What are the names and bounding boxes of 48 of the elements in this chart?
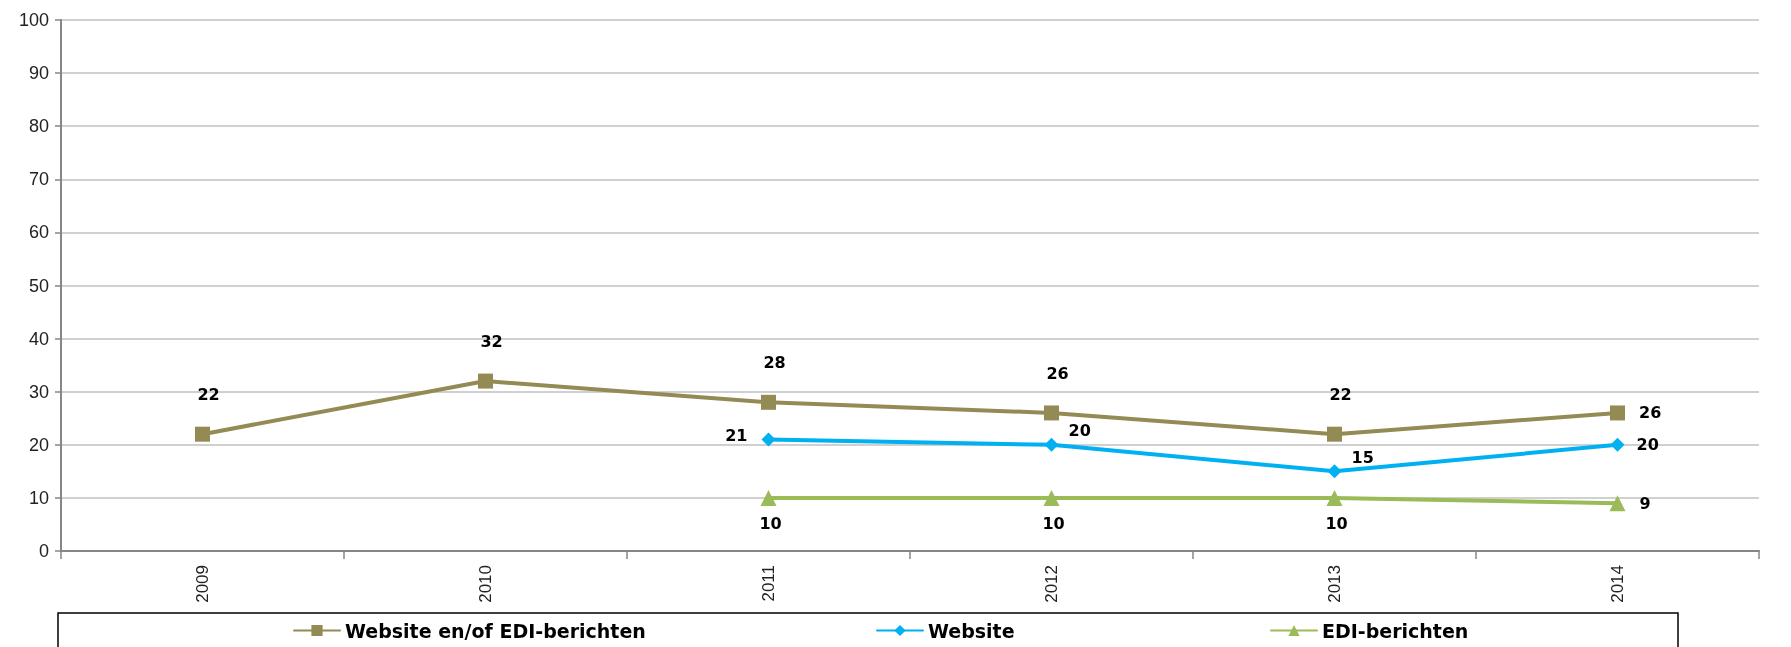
y-tick-label: 70 [28, 169, 49, 190]
legend-label: Website en/of EDI-berichten [345, 619, 646, 642]
point [760, 489, 777, 506]
data-label: 21 [725, 425, 748, 445]
data-label: 28 [763, 353, 786, 373]
data-label: 20 [1636, 435, 1659, 455]
data-label: 22 [1329, 385, 1352, 405]
x-tick-label: 2012 [1042, 565, 1061, 603]
y-tick-label: 0 [38, 541, 49, 561]
data-label: 10 [1325, 514, 1348, 534]
point [1610, 437, 1625, 452]
data-label: 32 [480, 332, 503, 352]
point [761, 432, 776, 447]
point [478, 373, 493, 389]
y-tick-label: 10 [28, 487, 49, 508]
y-tick-label: 50 [28, 275, 49, 296]
x-tick-label: 2013 [1325, 565, 1344, 603]
x-tick-label: 2009 [193, 565, 212, 603]
y-tick-label: 40 [28, 328, 49, 349]
point [1044, 405, 1059, 421]
point [1043, 489, 1060, 506]
point [1044, 437, 1059, 452]
point [195, 426, 210, 442]
y-tick-label: 90 [28, 63, 49, 84]
y-tick-label: 30 [28, 381, 49, 402]
data-label: 26 [1046, 363, 1069, 383]
point [1327, 464, 1342, 479]
data-label: 20 [1068, 421, 1091, 441]
data-label: 22 [197, 385, 220, 405]
point [1609, 495, 1626, 512]
legend-label: EDI-berichten [1322, 619, 1469, 642]
x-tick-label: 2014 [1608, 565, 1627, 603]
y-tick-label: 80 [28, 116, 49, 137]
point [1610, 405, 1625, 421]
y-tick-label: 20 [28, 434, 49, 455]
data-label: 10 [1042, 514, 1065, 534]
legend-label: Website [928, 619, 1015, 642]
point [1326, 489, 1343, 506]
data-label: 10 [759, 514, 782, 534]
point [1327, 426, 1342, 442]
data-label: 26 [1639, 403, 1662, 423]
y-tick-label: 100 [18, 10, 49, 30]
x-tick-label: 2011 [759, 565, 778, 602]
data-label: 9 [1639, 493, 1651, 513]
point [761, 394, 776, 410]
y-tick-label: 60 [28, 222, 49, 243]
data-label: 15 [1351, 447, 1374, 467]
x-tick-label: 2010 [476, 565, 495, 603]
